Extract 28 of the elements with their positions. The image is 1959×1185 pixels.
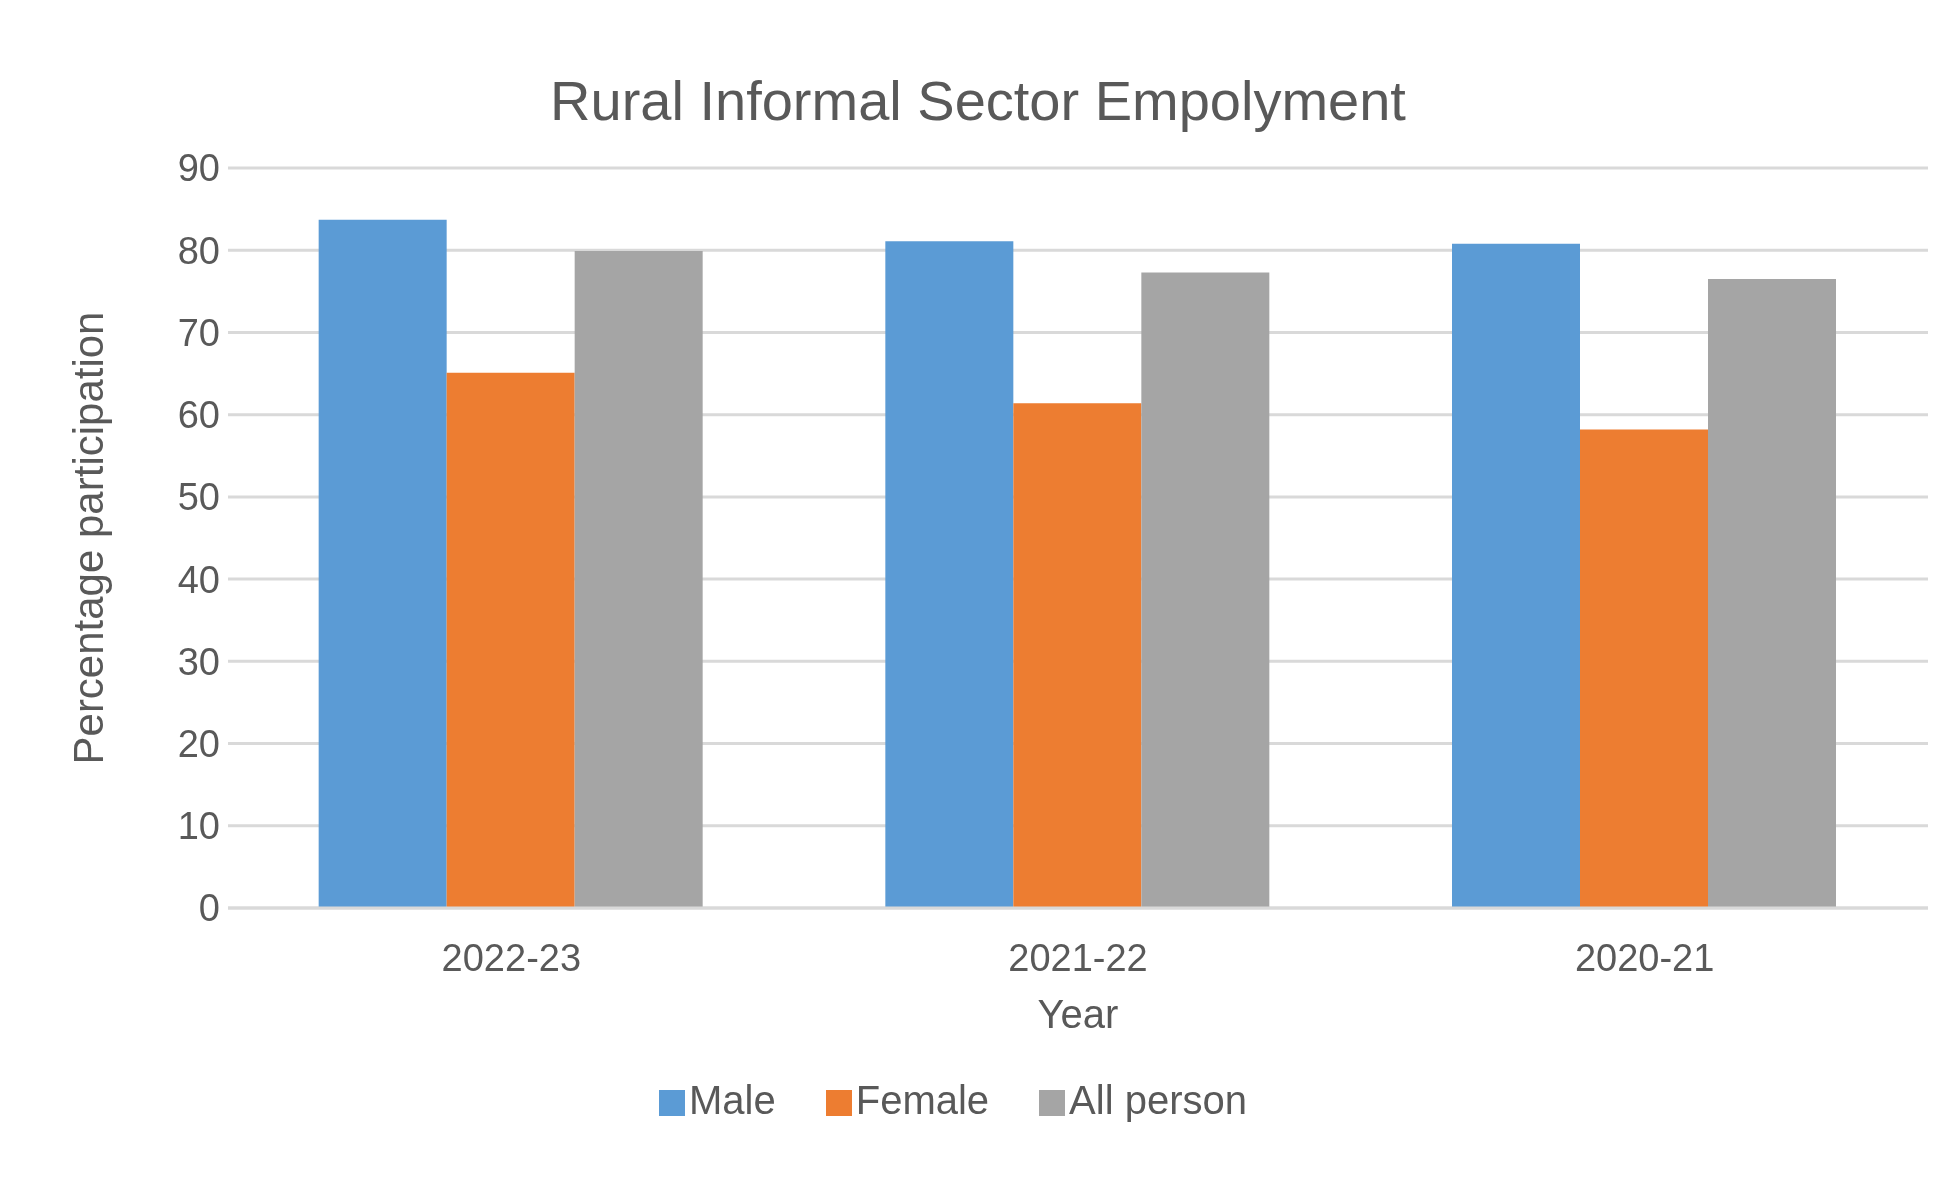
x-tick-label: 2021-22 bbox=[1008, 936, 1148, 979]
y-tick-label: 10 bbox=[177, 805, 220, 848]
legend-label: Male bbox=[689, 1078, 776, 1122]
legend-label: All person bbox=[1069, 1078, 1247, 1122]
y-tick-label: 50 bbox=[177, 476, 220, 519]
bar bbox=[1141, 272, 1270, 908]
y-tick-label: 20 bbox=[177, 723, 220, 766]
x-axis-title: Year bbox=[1037, 992, 1119, 1036]
bar bbox=[885, 241, 1014, 908]
y-tick-label: 30 bbox=[177, 640, 220, 683]
y-tick-label: 70 bbox=[177, 311, 220, 354]
bar bbox=[1708, 279, 1836, 908]
bar bbox=[1580, 429, 1708, 908]
bar bbox=[446, 372, 575, 908]
y-tick-label: 80 bbox=[177, 229, 220, 272]
bar bbox=[1452, 243, 1580, 908]
y-tick-label: 90 bbox=[177, 147, 220, 190]
y-axis-title: Percentage participation bbox=[64, 311, 112, 765]
x-tick-label: 2020-21 bbox=[1574, 936, 1715, 979]
legend-label: Female bbox=[855, 1078, 990, 1122]
x-tick-label: 2022-23 bbox=[441, 936, 582, 979]
bar bbox=[574, 251, 703, 908]
bar bbox=[1013, 403, 1142, 908]
y-tick-label: 40 bbox=[177, 558, 220, 601]
chart-title: Rural Informal Sector Empolyment bbox=[549, 68, 1407, 132]
y-tick-label: 0 bbox=[198, 887, 220, 930]
bar bbox=[318, 219, 447, 908]
y-tick-label: 60 bbox=[177, 394, 220, 437]
